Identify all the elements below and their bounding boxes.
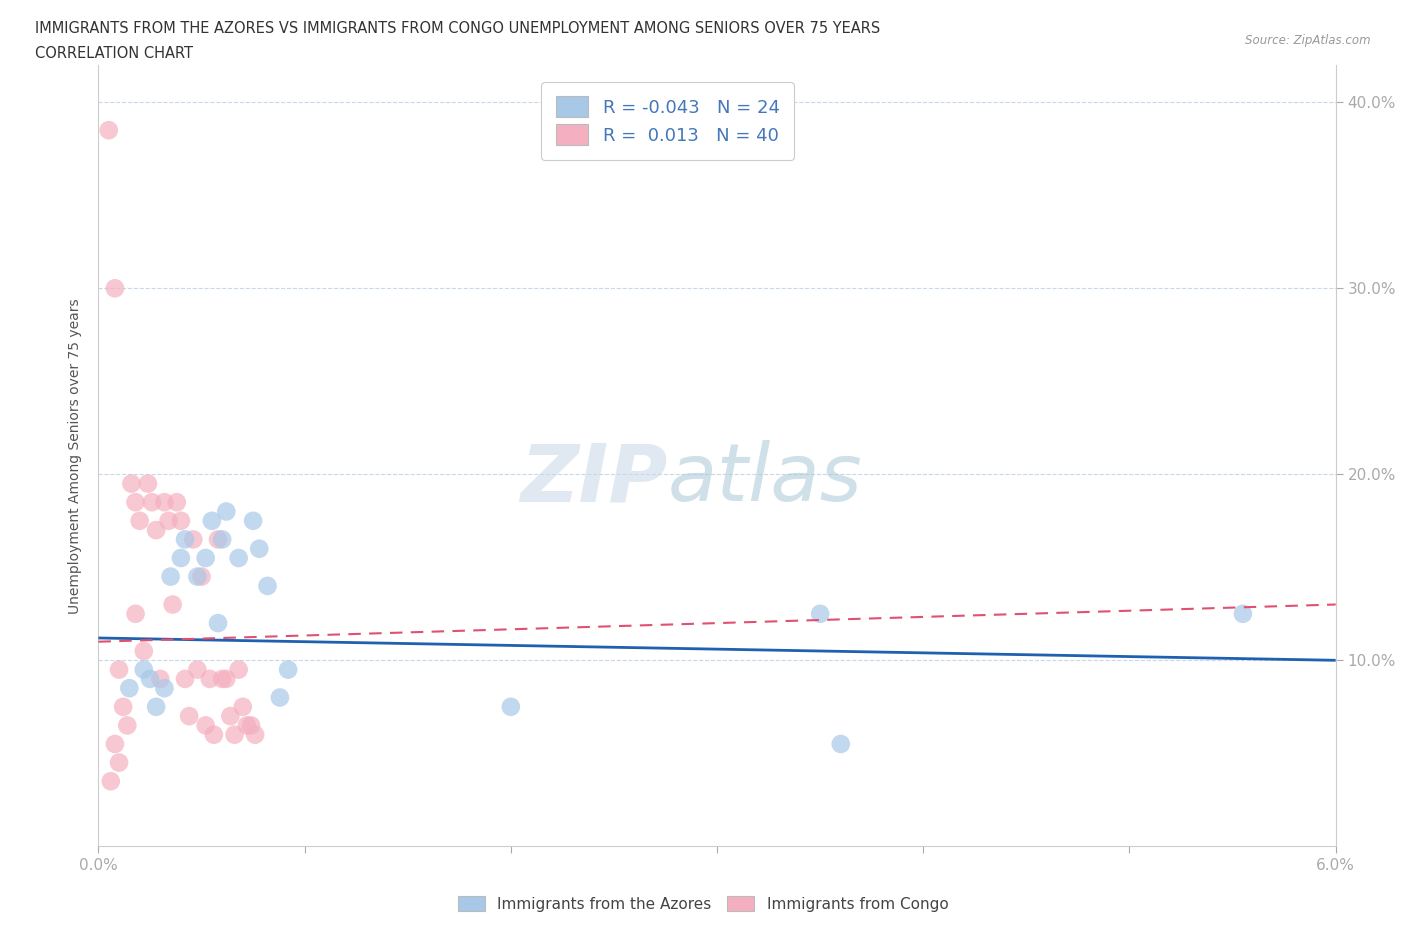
- Point: [104, 281, 127, 296]
- Point: [242, 513, 264, 528]
- Point: [499, 699, 522, 714]
- Y-axis label: Unemployment Among Seniors over 75 years: Unemployment Among Seniors over 75 years: [69, 298, 83, 614]
- Point: [170, 513, 193, 528]
- Point: [201, 513, 224, 528]
- Point: [256, 578, 278, 593]
- Point: [830, 737, 852, 751]
- Point: [198, 671, 221, 686]
- Point: [247, 541, 270, 556]
- Point: [139, 671, 162, 686]
- Point: [132, 662, 155, 677]
- Point: [808, 606, 831, 621]
- Point: [153, 495, 176, 510]
- Point: [232, 699, 254, 714]
- Point: [190, 569, 212, 584]
- Point: [181, 532, 204, 547]
- Text: atlas: atlas: [668, 440, 862, 518]
- Point: [194, 718, 217, 733]
- Point: [224, 727, 246, 742]
- Point: [162, 597, 184, 612]
- Point: [132, 644, 155, 658]
- Point: [202, 727, 225, 742]
- Point: [120, 476, 142, 491]
- Text: ZIP: ZIP: [520, 440, 668, 518]
- Text: IMMIGRANTS FROM THE AZORES VS IMMIGRANTS FROM CONGO UNEMPLOYMENT AMONG SENIORS O: IMMIGRANTS FROM THE AZORES VS IMMIGRANTS…: [35, 21, 880, 36]
- Point: [211, 671, 233, 686]
- Legend: R = -0.043   N = 24, R =  0.013   N = 40: R = -0.043 N = 24, R = 0.013 N = 40: [541, 82, 794, 160]
- Point: [145, 699, 167, 714]
- Point: [128, 513, 150, 528]
- Point: [215, 504, 238, 519]
- Point: [149, 671, 172, 686]
- Point: [174, 671, 197, 686]
- Point: [219, 709, 242, 724]
- Text: CORRELATION CHART: CORRELATION CHART: [35, 46, 193, 61]
- Point: [179, 709, 201, 724]
- Point: [194, 551, 217, 565]
- Point: [211, 532, 233, 547]
- Point: [108, 755, 131, 770]
- Point: [186, 662, 208, 677]
- Point: [207, 616, 229, 631]
- Point: [124, 606, 146, 621]
- Point: [174, 532, 197, 547]
- Point: [166, 495, 188, 510]
- Point: [159, 569, 181, 584]
- Point: [157, 513, 180, 528]
- Point: [141, 495, 163, 510]
- Point: [118, 681, 141, 696]
- Legend: Immigrants from the Azores, Immigrants from Congo: Immigrants from the Azores, Immigrants f…: [451, 889, 955, 918]
- Text: Source: ZipAtlas.com: Source: ZipAtlas.com: [1246, 34, 1371, 47]
- Point: [277, 662, 299, 677]
- Point: [186, 569, 208, 584]
- Point: [124, 495, 146, 510]
- Point: [170, 551, 193, 565]
- Point: [269, 690, 291, 705]
- Point: [112, 699, 135, 714]
- Point: [104, 737, 127, 751]
- Point: [243, 727, 266, 742]
- Point: [108, 662, 131, 677]
- Point: [136, 476, 159, 491]
- Point: [145, 523, 167, 538]
- Point: [97, 123, 120, 138]
- Point: [153, 681, 176, 696]
- Point: [117, 718, 139, 733]
- Point: [236, 718, 259, 733]
- Point: [207, 532, 229, 547]
- Point: [100, 774, 122, 789]
- Point: [228, 551, 250, 565]
- Point: [215, 671, 238, 686]
- Point: [228, 662, 250, 677]
- Point: [1232, 606, 1254, 621]
- Point: [240, 718, 263, 733]
